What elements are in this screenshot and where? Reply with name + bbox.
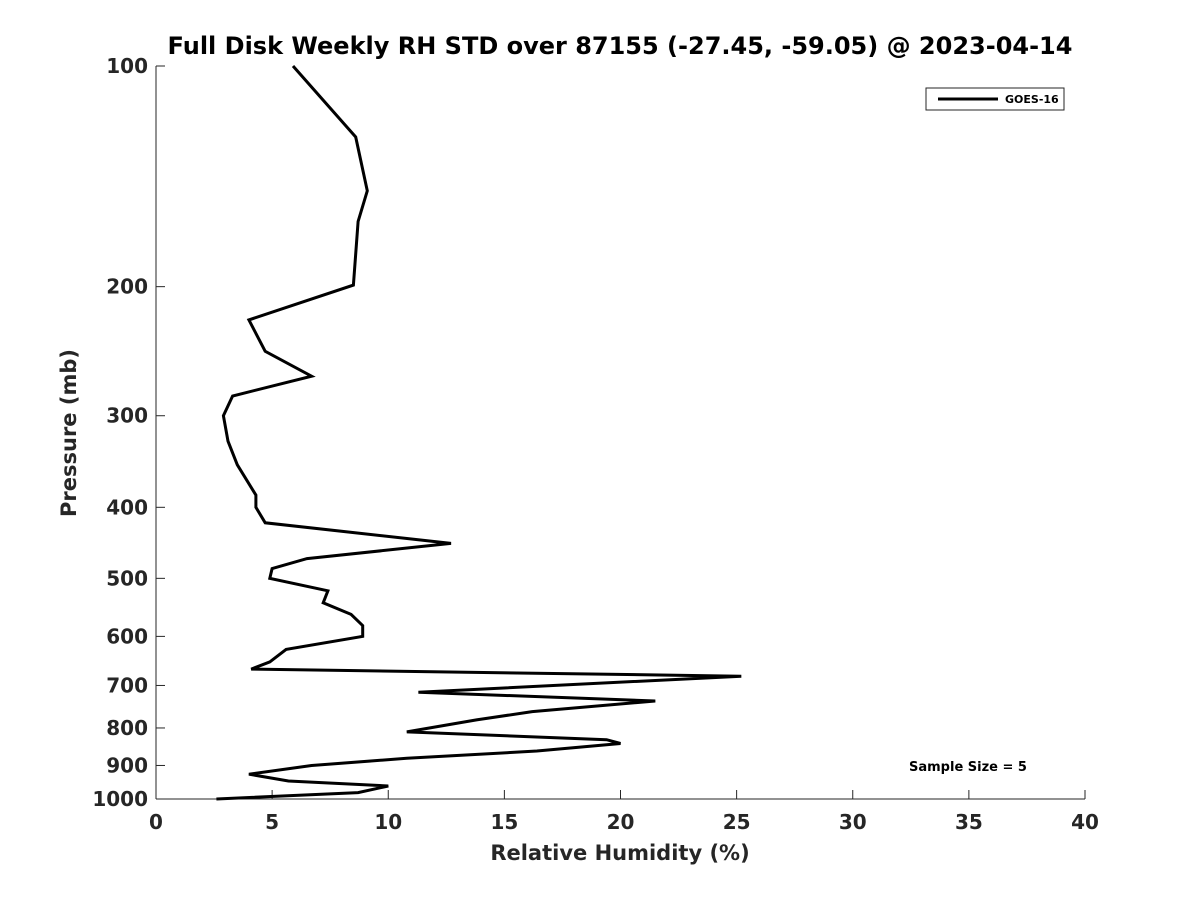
x-tick-label: 35	[955, 810, 983, 834]
y-tick-label: 900	[106, 753, 148, 777]
y-tick-label: 100	[106, 54, 148, 78]
x-tick-label: 15	[490, 810, 518, 834]
y-tick-label: 400	[106, 495, 148, 519]
y-tick-label: 300	[106, 404, 148, 428]
x-axis-label: Relative Humidity (%)	[490, 841, 749, 865]
sample-size-annotation: Sample Size = 5	[909, 760, 1027, 775]
y-tick-label: 700	[106, 673, 148, 697]
chart: Full Disk Weekly RH STD over 87155 (-27.…	[0, 0, 1200, 900]
y-tick-label: 1000	[92, 787, 148, 811]
y-tick-label: 800	[106, 716, 148, 740]
y-tick-label: 600	[106, 624, 148, 648]
x-tick-label: 10	[374, 810, 402, 834]
chart-title: Full Disk Weekly RH STD over 87155 (-27.…	[168, 32, 1073, 60]
y-axis-label: Pressure (mb)	[57, 349, 81, 517]
y-tick-label: 500	[106, 566, 148, 590]
x-tick-label: 40	[1071, 810, 1099, 834]
y-tick-label: 200	[106, 275, 148, 299]
x-tick-label: 5	[265, 810, 279, 834]
legend-label: GOES-16	[1005, 93, 1059, 106]
x-tick-label: 25	[723, 810, 751, 834]
legend: GOES-16	[926, 88, 1064, 110]
x-tick-label: 30	[839, 810, 867, 834]
x-tick-label: 20	[607, 810, 635, 834]
x-tick-label: 0	[149, 810, 163, 834]
